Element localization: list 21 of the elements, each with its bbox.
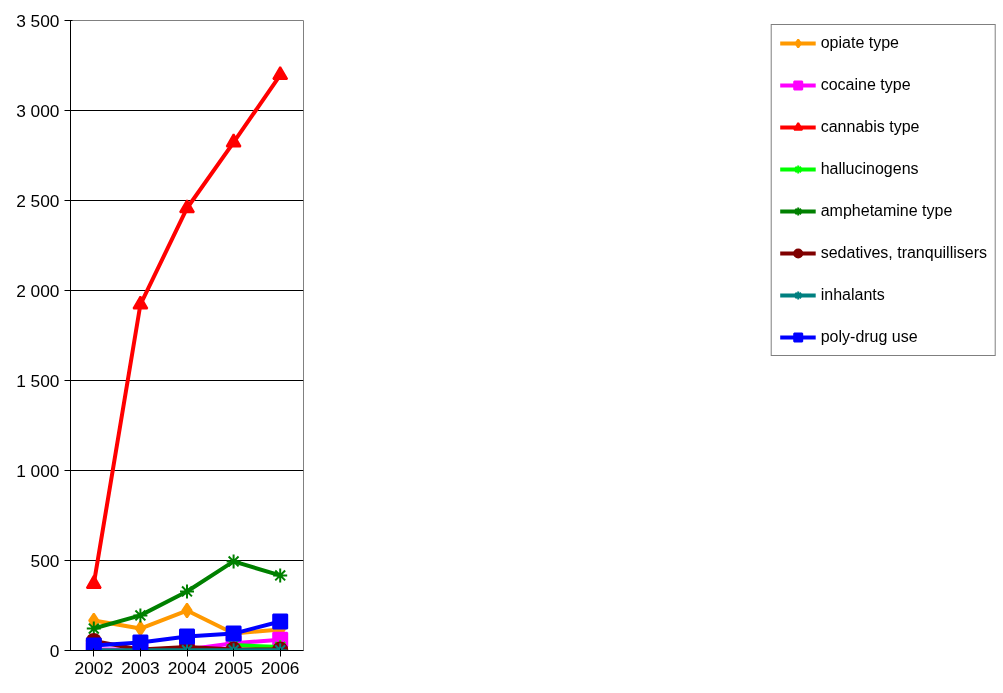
y-tick-label: 1 000 bbox=[16, 460, 60, 481]
y-tick-label: 3 500 bbox=[16, 10, 60, 31]
legend-label: poly-drug use bbox=[820, 328, 918, 346]
legend-label: cannabis type bbox=[820, 118, 920, 136]
legend-label: inhalants bbox=[820, 286, 885, 304]
legend-label: hallucinogens bbox=[820, 160, 919, 178]
legend-label: sedatives, tranquillisers bbox=[820, 244, 987, 262]
y-tick-label: 3 000 bbox=[16, 100, 60, 121]
y-tick-label: 2 500 bbox=[16, 190, 60, 211]
x-tick-label: 2005 bbox=[214, 657, 253, 678]
y-tick-label: 0 bbox=[49, 640, 60, 661]
legend-label: cocaine type bbox=[820, 76, 911, 94]
x-tick-label: 2003 bbox=[121, 657, 160, 678]
legend-label: opiate type bbox=[820, 34, 899, 52]
y-tick-label: 1 500 bbox=[16, 370, 60, 391]
x-tick-label: 2002 bbox=[74, 657, 114, 678]
y-tick-label: 500 bbox=[30, 550, 60, 571]
legend-label: amphetamine type bbox=[820, 202, 953, 220]
x-tick-label: 2004 bbox=[167, 657, 207, 678]
y-tick-label: 2 000 bbox=[16, 280, 60, 301]
x-tick-label: 2006 bbox=[260, 657, 300, 678]
